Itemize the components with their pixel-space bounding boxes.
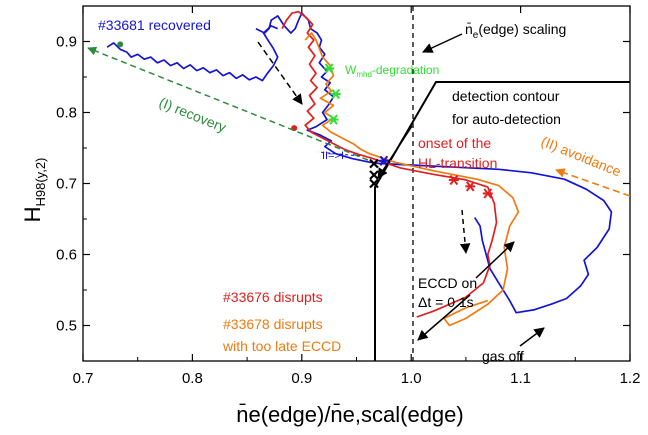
marker-layer (117, 41, 493, 199)
annotation-onset-1: onset of the (418, 135, 491, 151)
x-tick-label: 1.1 (510, 370, 531, 387)
x-tick-label: 0.7 (73, 370, 94, 387)
eccd-arrow-up (475, 241, 515, 279)
x-marker (369, 158, 379, 169)
avoidance-arrow (555, 168, 631, 197)
series-layer (106, 10, 613, 327)
annotation-detection-2: for auto-detection (452, 111, 561, 127)
x-marker (369, 178, 379, 189)
y-axis-ticks: 0.5 0.6 0.7 0.8 0.9 (56, 34, 630, 335)
annotation-eccd-2: Δt = 0.1s (418, 294, 474, 310)
x-tick-label: 1.2 (620, 370, 641, 387)
y-tick-label: 0.8 (56, 105, 77, 122)
degradation-arrow (257, 41, 303, 105)
recovery-arrow (87, 46, 369, 161)
star-marker (482, 188, 493, 199)
star-marker (328, 114, 339, 125)
series-line (281, 10, 498, 318)
annotation-disrupts-1: #33676 disrupts (223, 289, 323, 305)
annotation-degradation: Wmhd-degradation (345, 63, 439, 79)
annotation-disrupts-3: with too late ECCD (222, 338, 341, 354)
star-marker (448, 174, 459, 186)
x-tick-label: 1.0 (401, 370, 422, 387)
y-tick-label: 0.7 (56, 176, 77, 193)
star-marker (330, 88, 341, 100)
x-tick-label: 0.9 (291, 370, 312, 387)
series-line (106, 25, 279, 82)
star-marker (324, 63, 335, 74)
x-axis-ticks: 0.7 0.8 0.9 1.0 1.1 1.2 (73, 6, 641, 387)
annotation-avoidance: (II) avoidance (539, 133, 624, 180)
annotation-scaling: n̄e(edge) scaling (465, 21, 566, 41)
annotation-onset-2: HL-transition (418, 155, 497, 171)
detection-arrow (377, 125, 413, 179)
eccd-arrow-down (417, 294, 471, 341)
detection-contour (374, 81, 630, 361)
transition-arrow (317, 151, 361, 157)
plot-frame (82, 5, 631, 362)
annotation-recovered: #33681 recovered (98, 17, 211, 33)
star-marker (378, 155, 389, 166)
annotation-transition: II=>I (322, 150, 344, 162)
dot-marker (117, 41, 124, 48)
x-axis-title: n̄e(edge)/n̄e,scal(edge) (236, 402, 463, 427)
scaling-arrow (422, 33, 463, 53)
y-tick-label: 0.5 (56, 318, 77, 335)
annotation-gas-off: gas off (482, 348, 524, 364)
y-axis-title: HH98(y,2) (20, 158, 48, 223)
eccd-timing-arrow (459, 209, 471, 255)
x-tick-label: 0.8 (182, 370, 203, 387)
star-marker (465, 181, 476, 192)
annotation-disrupts-2: #33678 disrupts (223, 316, 323, 332)
annotation-eccd-1: ECCD on (418, 275, 477, 291)
gas-off-arrow (519, 327, 545, 347)
y-tick-label: 0.6 (56, 247, 77, 264)
y-tick-label: 0.9 (56, 34, 77, 51)
x-marker (369, 170, 379, 180)
annotation-detection-1: detection contour (452, 88, 560, 104)
